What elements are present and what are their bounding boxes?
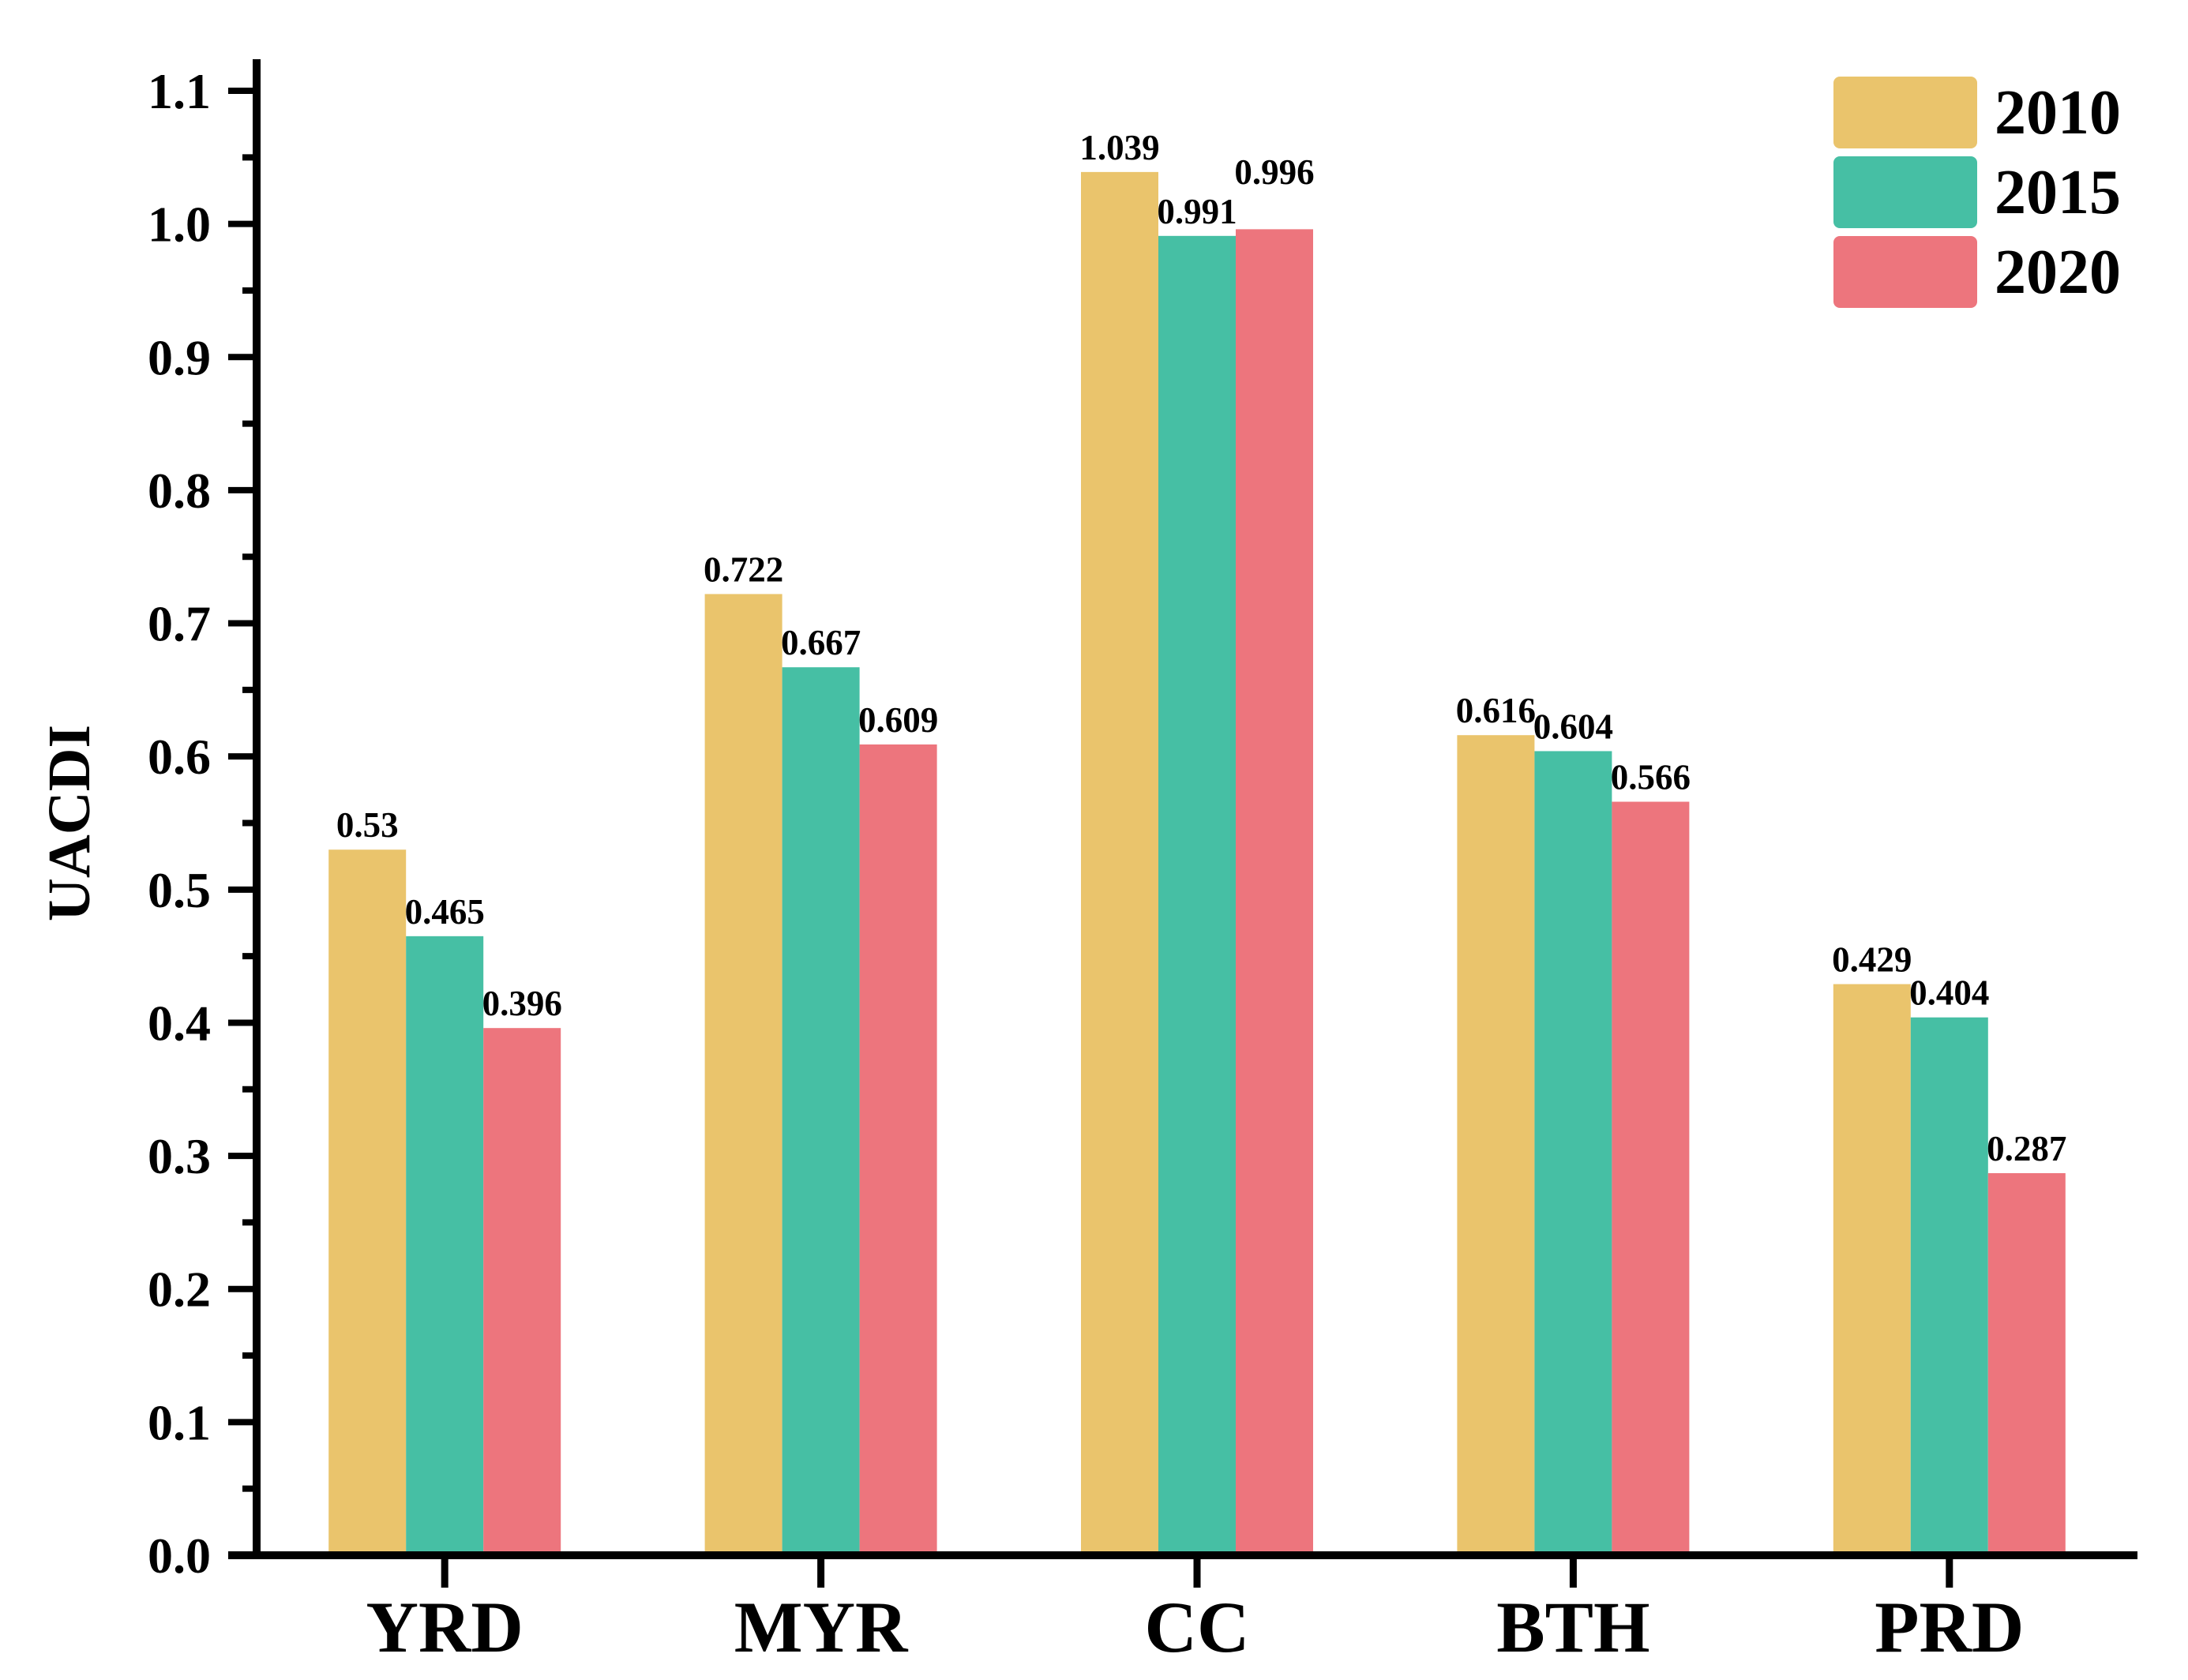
y-tick-label: 0.0 xyxy=(148,1528,211,1584)
y-axis-title: UACDI xyxy=(36,725,103,921)
legend-swatch-2010 xyxy=(1833,77,1977,148)
y-tick-label: 0.4 xyxy=(148,995,211,1051)
bar-value-label: 0.566 xyxy=(1611,758,1691,797)
bar-2010-PRD xyxy=(1833,984,1911,1555)
bar-2010-MYR xyxy=(704,594,783,1555)
y-tick-label: 0.1 xyxy=(148,1394,211,1450)
bar-value-label: 0.396 xyxy=(482,984,562,1023)
y-tick-label: 0.6 xyxy=(148,729,211,785)
bar-2015-YRD xyxy=(406,936,484,1555)
x-category-label: CC xyxy=(1145,1587,1250,1667)
x-ticks-group: YRD MYR CC BTH PRD xyxy=(366,1559,2024,1667)
y-tick-label: 0.7 xyxy=(148,596,211,652)
legend-label: 2020 xyxy=(1995,238,2121,307)
bar-value-label: 0.616 xyxy=(1456,691,1536,730)
bar-2010-BTH xyxy=(1457,735,1535,1556)
legend-swatch-2015 xyxy=(1833,156,1977,228)
y-tick-label: 0.2 xyxy=(148,1262,211,1318)
y-tick-label: 0.8 xyxy=(148,463,211,519)
legend-label: 2015 xyxy=(1995,158,2121,227)
y-tick-label: 0.3 xyxy=(148,1128,211,1184)
bars-group xyxy=(328,171,2066,1556)
bar-value-label: 0.609 xyxy=(858,700,938,740)
x-category-label: MYR xyxy=(734,1587,909,1667)
bar-2015-MYR xyxy=(782,667,860,1555)
bar-value-label: 1.039 xyxy=(1079,128,1159,167)
bar-value-label: 0.429 xyxy=(1832,940,1912,980)
bar-value-label: 0.53 xyxy=(336,805,399,845)
bar-2020-MYR xyxy=(859,744,937,1555)
bar-value-labels-group: 0.530.4650.3960.7220.6670.6091.0390.9910… xyxy=(336,128,2067,1168)
x-category-label: PRD xyxy=(1875,1587,2024,1667)
bar-value-label: 0.404 xyxy=(1909,973,1989,1013)
x-category-label: BTH xyxy=(1496,1587,1649,1667)
bar-value-label: 0.722 xyxy=(704,549,783,589)
y-tick-label: 0.9 xyxy=(148,329,211,385)
legend-label: 2010 xyxy=(1995,78,2121,148)
legend-swatch-2020 xyxy=(1833,236,1977,308)
axes-group xyxy=(228,59,2137,1559)
y-tick-label: 1.0 xyxy=(148,197,211,253)
bar-2020-PRD xyxy=(1987,1173,2066,1555)
y-tick-label: 1.1 xyxy=(148,63,211,119)
bar-value-label: 0.287 xyxy=(1987,1129,2066,1168)
y-ticks-group: 0.0 0.1 0.2 0.3 0.4 0.5 0.6 0.7 0.8 0.9 1.0 1.1 xyxy=(148,63,257,1584)
x-category-label: YRD xyxy=(366,1587,524,1667)
bar-value-label: 0.465 xyxy=(405,892,485,932)
bar-2020-YRD xyxy=(483,1028,561,1555)
bar-2015-CC xyxy=(1158,235,1236,1556)
bar-value-label: 0.667 xyxy=(781,623,861,662)
bar-2015-BTH xyxy=(1534,751,1612,1555)
bar-value-label: 0.991 xyxy=(1157,192,1237,231)
bar-value-label: 0.996 xyxy=(1234,152,1314,192)
bar-2020-BTH xyxy=(1612,801,1690,1555)
bar-value-label: 0.604 xyxy=(1533,707,1613,746)
y-tick-label: 0.5 xyxy=(148,862,211,918)
bar-2015-PRD xyxy=(1910,1017,1988,1555)
bar-2010-CC xyxy=(1081,171,1158,1556)
bar-2020-CC xyxy=(1236,229,1313,1555)
legend: 2010 2015 2020 xyxy=(1833,77,2121,308)
bar-2010-YRD xyxy=(328,849,407,1555)
